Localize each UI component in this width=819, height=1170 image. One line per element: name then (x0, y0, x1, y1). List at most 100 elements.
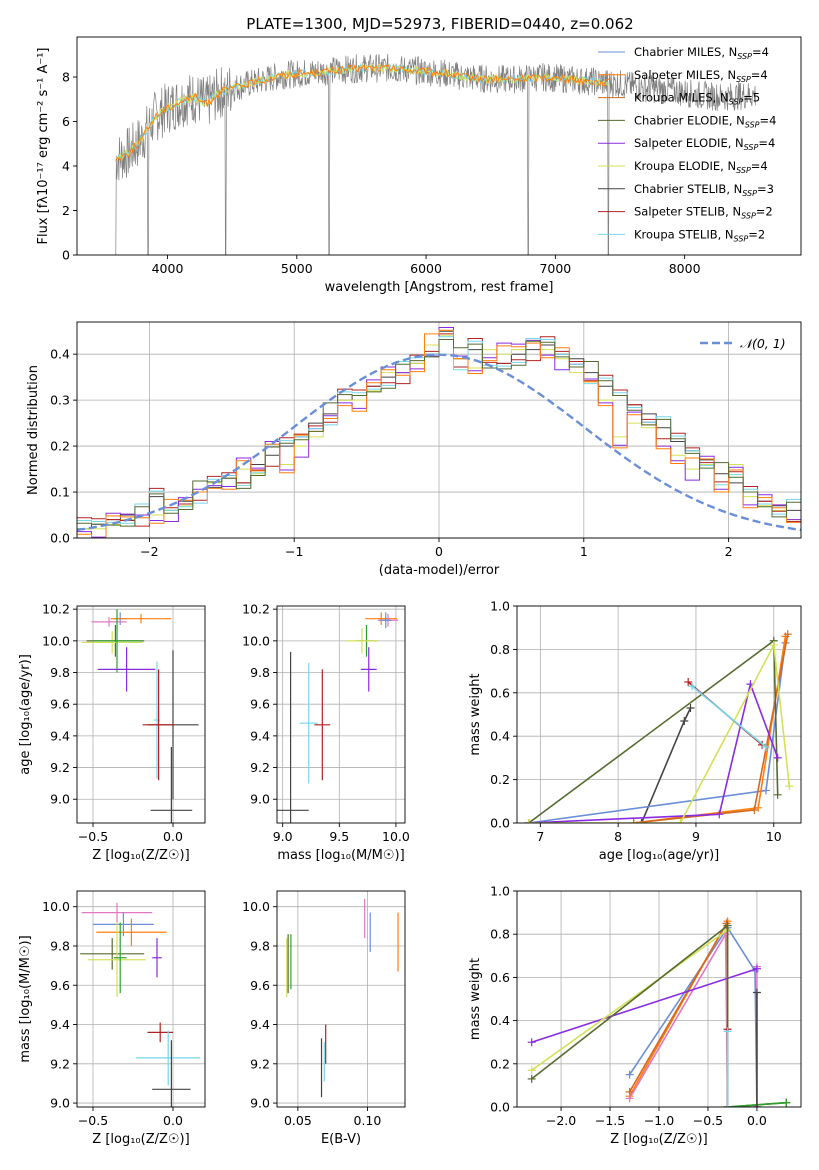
mass-weight-marker (625, 1094, 634, 1103)
y-tick-label: 0.4 (490, 729, 510, 744)
y-tick-label: 10.2 (242, 602, 270, 617)
mass-weight-marker (752, 988, 761, 997)
mass-weight-line (628, 926, 758, 1107)
x-tick-label: 8000 (669, 261, 701, 276)
x-axis-label: mass [log₁₀(M/M☉)] (277, 848, 404, 863)
y-tick-label: 1.0 (490, 884, 510, 899)
errorbar-point (365, 612, 398, 626)
errorbar-point (88, 922, 146, 998)
mass-weight-marker (527, 1038, 536, 1047)
axes-frame (76, 36, 802, 256)
mass-weight-marker (527, 1066, 536, 1075)
mass-weight-marker (723, 1103, 732, 1107)
y-tick-label: 9.6 (250, 697, 270, 712)
x-tick-label: −0.5 (693, 1113, 723, 1128)
age-vs-mass-panel: 9.0 9.5 10.0 9.0 9.2 9.4 9.6 9.8 10.0 10.2 mass [l… (242, 602, 410, 863)
y-tick-label: 0.2 (490, 1056, 510, 1071)
x-tick-label: 5000 (281, 261, 313, 276)
x-tick-label: 0.10 (354, 1113, 382, 1128)
normal-distribution-curve (77, 353, 801, 532)
errorbar-point (380, 612, 392, 629)
y-tick-label: 0.0 (490, 1100, 510, 1115)
mass-weight-marker (625, 1070, 634, 1079)
age-vs-metallicity-panel: −0.5 0.0 9.0 9.2 9.4 9.6 9.8 10.0 10.2 Z [log₁₀(Z… (18, 602, 206, 863)
mass-weight-marker (723, 921, 732, 930)
x-tick-label: 9 (692, 829, 700, 844)
mass-weight-marker (723, 1027, 732, 1036)
y-tick-label: 9.4 (250, 728, 270, 743)
mass-weight-marker (637, 819, 646, 823)
x-tick-label: 0.0 (747, 1113, 767, 1128)
legend-entry: Chabrier ELODIE, NSSP=4 (634, 113, 776, 129)
x-axis-label: Z [log₁₀(Z/Z☉)] (92, 1132, 189, 1147)
y-axis-label: mass weight (468, 673, 483, 755)
errorbar-point (152, 1040, 191, 1107)
y-tick-label: 9.2 (50, 1056, 70, 1071)
y-tick-label: 0.2 (490, 772, 510, 787)
axes-frame (516, 605, 802, 824)
legend-entry: Chabrier STELIB, NSSP=3 (634, 182, 774, 198)
y-tick-label: 9.2 (250, 760, 270, 775)
mass-weight-marker (761, 786, 770, 795)
massweight-vs-metallicity-panel: −2.0 −1.5 −1.0 −0.5 0.0 0.0 0.2 0.4 0.6 0.8 1.0 Z [… (468, 884, 802, 1147)
x-tick-label: −1.5 (595, 1113, 625, 1128)
errorbar-point (81, 902, 153, 923)
x-axis-label: E(B-V) (321, 1132, 361, 1147)
x-tick-label: 10 (766, 829, 782, 844)
spectrum-panel: 4000 5000 6000 7000 8000 0 2 4 6 8 wavelength [Ang… (36, 36, 802, 295)
y-tick-label: 2 (62, 203, 70, 218)
errorbar-point (152, 938, 162, 978)
legend-entry: Kroupa STELIB, NSSP=2 (634, 227, 765, 243)
plot-area (277, 612, 399, 823)
mass-weight-marker (750, 805, 759, 814)
y-tick-label: 6 (62, 114, 70, 129)
plot-area (286, 898, 399, 1098)
plot-area (115, 53, 756, 255)
y-tick-label: 0.6 (490, 970, 510, 985)
plot-area (77, 327, 801, 538)
mass-weight-marker (773, 753, 782, 762)
errorbar-point (97, 647, 156, 692)
y-tick-label: 9.8 (250, 938, 270, 953)
y-tick-label: 0.8 (490, 927, 510, 942)
mass-weight-marker (686, 703, 695, 712)
y-tick-label: 0.0 (50, 531, 70, 546)
errorbar-point (93, 609, 141, 673)
errorbar-point (80, 938, 145, 970)
mass-vs-metallicity-panel: −0.5 0.0 9.0 9.2 9.4 9.6 9.8 10.0 Z [log₁₀(Z/Z☉)… (18, 890, 206, 1147)
massweight-vs-age-panel: 7 8 9 10 0.0 0.2 0.4 0.6 0.8 1.0 age [log₁₀(age/yr… (468, 599, 802, 863)
histogram-step-line (77, 329, 801, 538)
legend-entry: Chabrier MILES, NSSP=4 (634, 45, 769, 61)
x-tick-label: 9.5 (329, 829, 349, 844)
errorbar-point (150, 746, 193, 823)
legend-entry: Salpeter STELIB, NSSP=2 (634, 205, 773, 221)
x-tick-label: 2 (725, 544, 733, 559)
mass-weight-marker (761, 743, 770, 752)
legend-entry: Salpeter ELODIE, NSSP=4 (634, 136, 775, 152)
y-tick-label: 9.2 (250, 1056, 270, 1071)
y-tick-label: 9.0 (250, 1096, 270, 1111)
plot-area (527, 917, 791, 1107)
errorbar-point (142, 669, 175, 781)
errorbar-point (346, 628, 378, 654)
y-tick-label: 0.6 (490, 685, 510, 700)
plot-area (81, 609, 199, 823)
legend-entry: Salpeter MILES, NSSP=4 (634, 68, 768, 84)
y-tick-label: 9.6 (250, 978, 270, 993)
mass-weight-marker (680, 717, 689, 726)
y-axis-label: Normed distribution (26, 365, 41, 495)
legend-entry: Kroupa MILES, NSSP=5 (634, 91, 760, 107)
x-axis-label: (data-model)/error (379, 563, 500, 578)
y-tick-label: 10.2 (42, 602, 70, 617)
mass-weight-line (531, 968, 758, 1043)
mass-weight-marker (684, 677, 693, 686)
y-tick-label: 10.0 (42, 899, 70, 914)
axes-frame (76, 890, 206, 1108)
mass-weight-marker (769, 641, 778, 650)
x-tick-label: 0 (435, 544, 443, 559)
mass-weight-marker (715, 810, 724, 819)
errorbar-point (147, 1022, 173, 1043)
y-tick-label: 0 (62, 248, 70, 263)
mass-weight-line (691, 685, 767, 748)
